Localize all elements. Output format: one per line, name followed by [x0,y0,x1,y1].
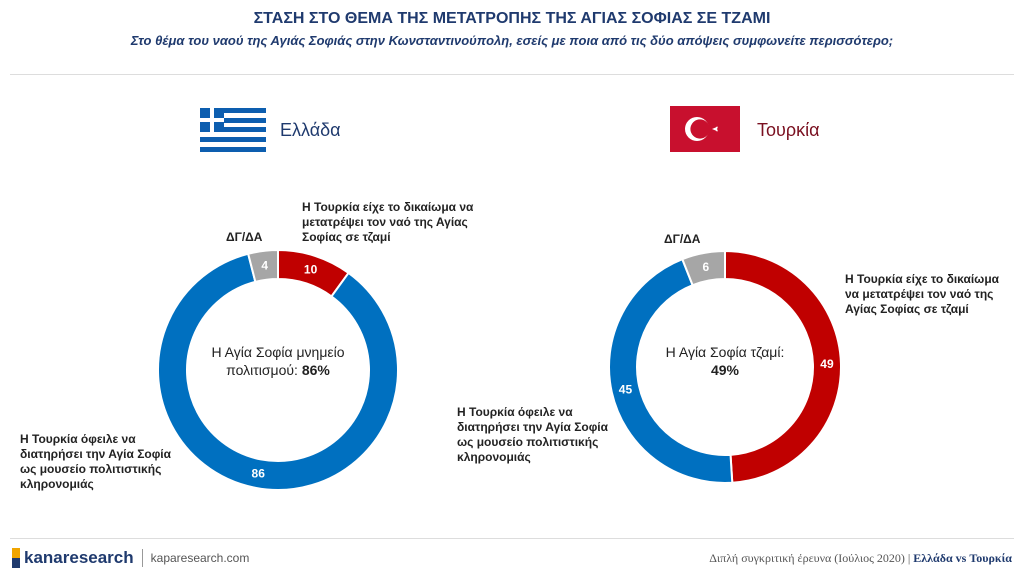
country-label-greece: Ελλάδα [280,120,341,140]
survey-text: Διπλή συγκριτική έρευνα (Ιούλιος 2020) | [709,551,911,565]
data-label-museum: 86 [252,467,266,481]
center-label: Η Αγία Σοφία τζαμί: [665,344,785,360]
compare-text: Ελλάδα vs Τουρκία [913,551,1012,565]
data-label-museum: 45 [619,382,633,396]
data-label-convert: 49 [820,357,834,371]
divider [10,74,1014,75]
kana-logo-icon [12,548,20,568]
center-label: Η Αγία Σοφία μνημείο πολιτισμού: [211,344,345,378]
turkey-flag-icon [670,106,740,152]
slice-museum [157,252,399,491]
slice-dk [246,248,279,284]
data-label-dk: 6 [703,260,710,274]
page-subtitle: Στο θέμα του ναού της Αγιάς Σοφιάς στην … [130,33,894,48]
page-title: ΣΤΑΣΗ ΣΤΟ ΘΕΜΑ ΤΗΣ ΜΕΤΑΤΡΟΠΗΣ ΤΗΣ ΑΓΙΑΣ … [253,10,771,27]
label-convert-turkey: Η Τουρκία είχε το δικαίωμα να μετατρέψει… [845,272,1000,316]
center-value: 86% [301,362,330,378]
label-convert-greece: Η Τουρκία είχε το δικαίωμα να μετατρέψει… [302,200,474,244]
center-value: 49% [710,362,740,378]
greece-flag-icon [200,108,266,152]
footer-survey: Διπλή συγκριτική έρευνα (Ιούλιος 2020) |… [709,551,1012,566]
center-text-turkey: Η Αγία Σοφία τζαμί: 49% [650,343,800,379]
site-link[interactable]: kaparesearch.com [150,551,250,565]
center-text-greece: Η Αγία Σοφία μνημείο πολιτισμού: 86% [198,343,358,379]
slice-museum [608,257,734,484]
footer-brand: kanaresearch kaparesearch.com [10,547,249,569]
country-label-turkey: Τουρκία [757,120,820,140]
label-museum-greece: Η Τουρκία όφειλε να διατηρήσει την Αγία … [20,432,172,491]
label-dk-greece: ΔΓ/ΔΑ [226,230,263,244]
footer-divider [10,538,1014,539]
slice-convert [724,249,842,484]
brand-logo: kanaresearch [24,548,134,567]
label-dk-turkey: ΔΓ/ΔΑ [664,232,701,246]
data-label-convert: 10 [304,263,318,277]
slice-dk [681,249,726,287]
data-label-dk: 4 [261,258,268,272]
label-museum-turkey: Η Τουρκία όφειλε να διατηρήσει την Αγία … [457,405,609,464]
